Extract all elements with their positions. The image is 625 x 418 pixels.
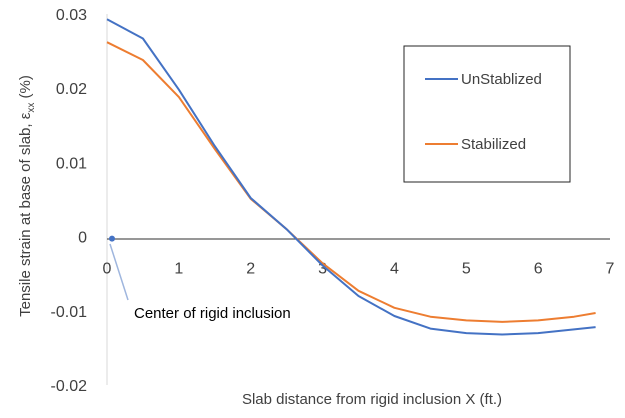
y-axis-title: Tensile strain at base of slab, εxx (%) <box>17 75 37 317</box>
series-line-stabilized <box>106 41 596 323</box>
x-tick-label: 7 <box>606 261 615 278</box>
annotation-group: Center of rigid inclusion <box>109 235 291 322</box>
x-tick-labels: 0 1 2 3 4 5 6 7 <box>103 261 615 278</box>
y-tick-label: -0.01 <box>51 304 88 321</box>
y-tick-label: 0.01 <box>56 155 87 172</box>
series-layer <box>106 18 596 336</box>
x-tick-label: 4 <box>390 261 399 278</box>
annotation-point <box>109 235 115 242</box>
y-tick-label: 0 <box>78 230 87 247</box>
y-tick-label: 0.02 <box>56 81 87 98</box>
annotation-text: Center of rigid inclusion <box>134 305 291 322</box>
x-axis-title: Slab distance from rigid inclusion X (ft… <box>242 391 502 408</box>
x-tick-label: 3 <box>318 261 327 278</box>
x-tick-label: 6 <box>534 261 543 278</box>
x-tick-label: 2 <box>246 261 255 278</box>
x-tick-label: 1 <box>174 261 183 278</box>
legend: UnStablized Stabilized <box>403 45 571 183</box>
y-axis-title-unit: (%) <box>17 75 34 103</box>
y-axis-title-main: Tensile strain at base of slab, ε <box>17 112 34 317</box>
legend-box <box>403 45 571 183</box>
y-axis-title-sub: xx <box>26 103 37 113</box>
y-tick-label: 0.03 <box>56 7 87 24</box>
y-tick-labels: 0.03 0.02 0.01 0 -0.01 -0.02 <box>51 7 88 395</box>
x-tick-label: 0 <box>103 261 112 278</box>
legend-label-stabilized: Stabilized <box>461 136 526 153</box>
x-tick-label: 5 <box>462 261 471 278</box>
y-tick-label: -0.02 <box>51 378 88 395</box>
annotation-arrow <box>109 243 129 301</box>
series-line-unstablized <box>106 18 596 336</box>
legend-label-unstablized: UnStablized <box>461 71 542 88</box>
